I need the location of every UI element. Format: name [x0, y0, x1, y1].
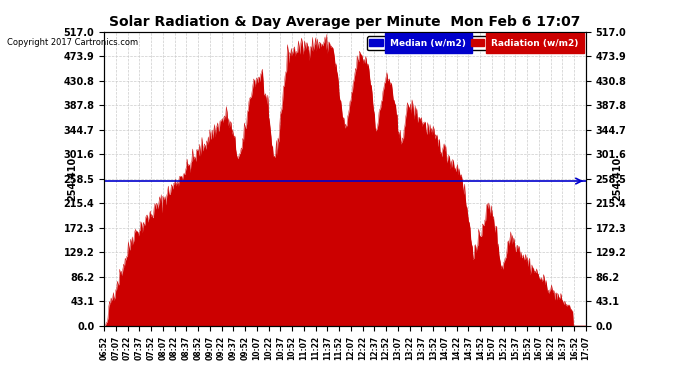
- Legend: Median (w/m2), Radiation (w/m2): Median (w/m2), Radiation (w/m2): [367, 36, 582, 51]
- Title: Solar Radiation & Day Average per Minute  Mon Feb 6 17:07: Solar Radiation & Day Average per Minute…: [109, 15, 581, 29]
- Text: 254.410: 254.410: [68, 157, 78, 201]
- Text: Copyright 2017 Cartronics.com: Copyright 2017 Cartronics.com: [7, 38, 138, 47]
- Text: 254.410: 254.410: [612, 157, 622, 201]
